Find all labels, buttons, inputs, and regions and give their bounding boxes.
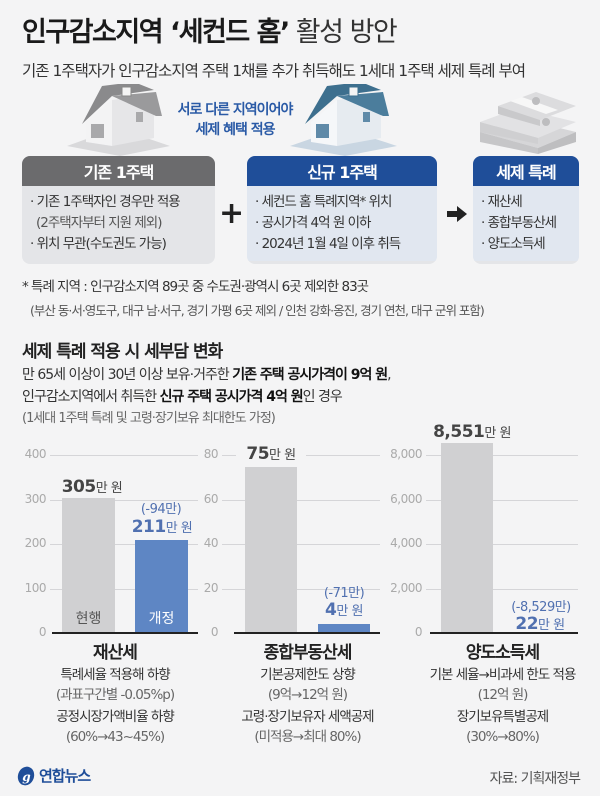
section-title: 세제 특례 적용 시 세부담 변화 <box>22 342 223 362</box>
page-title: 인구감소지역 ‘세컨드 홈’ 활성 방안 <box>22 10 398 49</box>
legend-revised: 개정 <box>148 611 175 627</box>
card-benefit-item: · 재산세 <box>481 194 523 210</box>
svg-text:g: g <box>22 770 30 784</box>
card-new-item: · 공시가격 4억 원 이하 <box>255 215 371 231</box>
plus-icon: + <box>219 196 245 231</box>
change-label: (-71만) <box>323 586 365 601</box>
card-benefit-title: 세제 특례 <box>473 156 579 186</box>
change-label: (-8,529만) <box>511 600 571 615</box>
card-existing-item: (2주택자부터 지원 제외) <box>36 215 163 231</box>
card-existing-home: 기존 1주택 · 기존 1주택자인 경우만 적용 (2주택자부터 지원 제외) … <box>22 156 215 264</box>
house-gray-icon <box>62 84 172 156</box>
tax-note-comprehensive: 종합부동산세 기본공제한도 상향 (9억→12억 원) 고령·장기보유자 세액공… <box>241 643 374 745</box>
yonhap-logo-icon: g <box>17 766 35 785</box>
source-text: 자료: 기획재정부 <box>489 771 581 787</box>
value-label: 211만 원 <box>131 517 193 537</box>
card-existing-item: · 위치 무관(수도권도 가능) <box>30 236 167 252</box>
tax-note-property: 재산세 특례세율 적용해 하향 (과표구간별 -0.05%p) 공정시장가액비율… <box>55 643 175 745</box>
card-benefit-item: · 양도소득세 <box>481 236 546 252</box>
tax-note-capital-gains: 양도소득세 기본 세율→비과세 한도 적용 (12억 원) 장기보유특별공제 (… <box>429 643 577 745</box>
arrow-right-icon <box>447 206 467 226</box>
card-new-home: 신규 1주택 · 세컨드 홈 특례지역* 위치 · 공시가격 4억 원 이하 ·… <box>247 156 437 264</box>
condition-text: 만 65세 이상이 30년 이상 보유·거주한 기존 주택 공시가격이 9억 원… <box>22 367 392 426</box>
card-benefit-item: · 종합부동산세 <box>481 215 557 231</box>
value-label: 305만 원 <box>61 477 123 497</box>
bar-comprehensive-revised <box>318 624 370 633</box>
change-label: (-94만) <box>140 502 182 517</box>
card-new-title: 신규 1주택 <box>247 156 437 186</box>
card-tax-benefit: 세제 특례 · 재산세 · 종합부동산세 · 양도소득세 <box>473 156 579 264</box>
value-label: 22만 원 <box>515 614 565 634</box>
title-light: 활성 방안 <box>288 17 398 48</box>
card-new-item: · 2024년 1월 4일 이후 취득 <box>255 236 401 252</box>
value-label: 4만 원 <box>325 600 363 620</box>
footnote: * 특례 지역 : 인구감소지역 89곳 중 수도권·광역시 6곳 제외한 83… <box>22 279 485 318</box>
bar-property-current <box>62 498 115 633</box>
subtitle: 기존 1주택자가 인구감소지역 주택 1채를 추가 취득해도 1세대 1주택 세… <box>22 62 526 80</box>
title-bold: 인구감소지역 ‘세컨드 홈’ <box>22 17 290 48</box>
value-label: 8,551만 원 <box>433 422 511 442</box>
bar-capital-gains-current <box>441 443 493 633</box>
legend-current: 현행 <box>75 611 102 627</box>
yonhap-logo: g 연합뉴스 <box>16 765 91 786</box>
bar-property-revised <box>135 540 188 633</box>
house-blue-icon <box>285 84 400 156</box>
money-stack-icon <box>478 88 578 154</box>
card-new-item: · 세컨드 홈 특례지역* 위치 <box>255 194 392 210</box>
callout-text: 서로 다른 지역이어야 세제 혜택 적용 <box>177 102 294 138</box>
value-label: 75만 원 <box>236 444 306 464</box>
card-existing-title: 기존 1주택 <box>22 156 215 186</box>
card-existing-item: · 기존 1주택자인 경우만 적용 <box>30 194 181 210</box>
bar-comprehensive-current <box>245 467 297 633</box>
